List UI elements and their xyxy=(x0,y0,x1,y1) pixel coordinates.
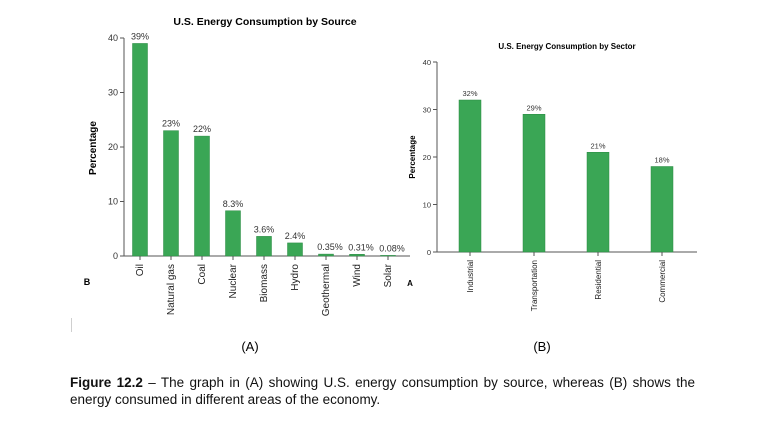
x-tick-label: Wind xyxy=(352,264,363,287)
caption-label: Figure 12.2 xyxy=(70,375,143,390)
x-tick-label: Natural gas xyxy=(166,264,177,315)
chart-by-sector: U.S. Energy Consumption by Sector Percen… xyxy=(407,42,697,354)
x-tick-label: Residential xyxy=(594,260,603,300)
data-label: 3.6% xyxy=(254,224,275,234)
bar-solar xyxy=(380,255,396,257)
data-label: 21% xyxy=(590,141,605,150)
data-label: 23% xyxy=(162,119,180,129)
bar-oil xyxy=(132,43,148,257)
chart-a-corner-label: B xyxy=(84,277,91,287)
y-tick-label: 30 xyxy=(423,106,431,115)
caption-text: – The graph in (A) showing U.S. energy c… xyxy=(70,375,695,407)
data-label: 29% xyxy=(526,103,541,112)
bar-nuclear xyxy=(225,210,241,257)
x-tick-label: Industrial xyxy=(466,260,475,293)
panel-label-b: (B) xyxy=(533,339,550,354)
x-tick-label: Nuclear xyxy=(228,263,239,298)
y-tick-label: 20 xyxy=(108,142,118,152)
chart-b-corner-label: A xyxy=(407,279,413,288)
y-tick-label: 40 xyxy=(108,33,118,43)
y-tick-label: 10 xyxy=(108,197,118,207)
chart-b-title: U.S. Energy Consumption by Sector xyxy=(498,42,635,51)
chart-b-ylabel: Percentage xyxy=(408,135,417,179)
x-tick-label: Coal xyxy=(197,264,208,285)
data-label: 18% xyxy=(654,156,669,165)
data-label: 22% xyxy=(193,124,211,134)
data-label: 0.08% xyxy=(379,243,405,253)
bar-coal xyxy=(194,135,210,257)
y-tick-label: 30 xyxy=(108,88,118,98)
y-tick-label: 0 xyxy=(427,248,431,257)
x-tick-label: Solar xyxy=(383,263,394,287)
bar-transportation xyxy=(522,114,546,253)
bar-residential xyxy=(586,152,610,253)
bar-industrial xyxy=(458,99,482,253)
x-tick-label: Hydro xyxy=(290,264,301,291)
data-label: 0.31% xyxy=(348,242,374,252)
figure-caption: Figure 12.2 – The graph in (A) showing U… xyxy=(70,374,695,408)
bar-geothermal xyxy=(318,253,334,257)
data-label: 32% xyxy=(462,89,477,98)
y-tick-label: 0 xyxy=(113,251,118,261)
panel-label-a: (A) xyxy=(241,339,258,354)
x-tick-label: Oil xyxy=(135,264,146,276)
y-tick-label: 10 xyxy=(423,201,431,210)
x-tick-label: Transportation xyxy=(530,260,539,311)
bar-natural-gas xyxy=(163,130,179,257)
y-tick-label: 40 xyxy=(423,58,431,67)
x-tick-label: Biomass xyxy=(259,264,270,302)
y-tick-label: 20 xyxy=(423,153,431,162)
x-tick-label: Geothermal xyxy=(321,264,332,316)
data-label: 0.35% xyxy=(317,242,343,252)
bar-commercial xyxy=(650,166,674,253)
divider-mark xyxy=(71,318,72,332)
data-label: 2.4% xyxy=(285,231,306,241)
chart-a-ylabel: Percentage xyxy=(88,121,99,175)
bar-hydro xyxy=(287,242,303,257)
bar-biomass xyxy=(256,236,272,257)
bar-wind xyxy=(349,254,365,257)
x-tick-label: Commercial xyxy=(658,260,667,303)
chart-by-source: U.S. Energy Consumption by Source Percen… xyxy=(84,16,410,354)
data-label: 8.3% xyxy=(223,199,244,209)
chart-a-title: U.S. Energy Consumption by Source xyxy=(173,16,356,28)
data-label: 39% xyxy=(131,31,149,41)
